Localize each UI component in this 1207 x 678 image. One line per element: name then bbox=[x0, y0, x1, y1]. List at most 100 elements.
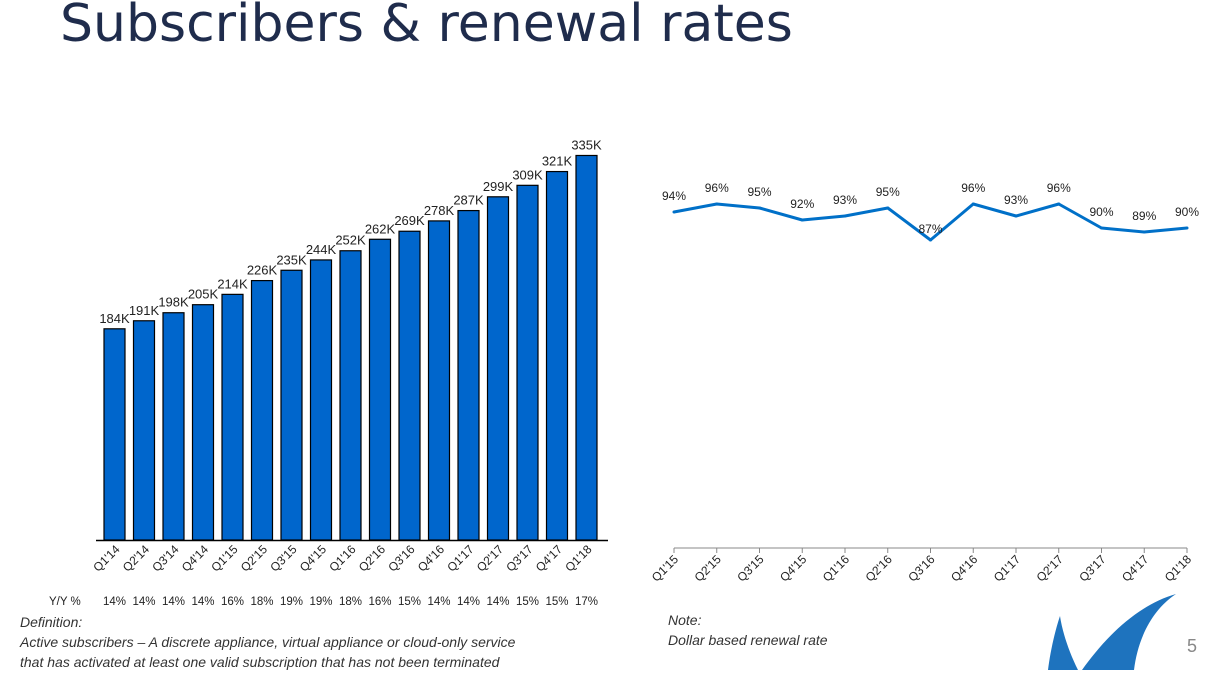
definition-heading: Definition: bbox=[20, 614, 83, 630]
yoy-value-12: 14% bbox=[457, 596, 480, 608]
bar-value-label-6: 235K bbox=[276, 252, 307, 267]
yoy-value-8: 18% bbox=[339, 596, 362, 608]
yoy-value-7: 19% bbox=[309, 596, 332, 608]
yoy-value-5: 18% bbox=[250, 596, 273, 608]
line-value-label-1: 96% bbox=[705, 181, 729, 195]
bar-1 bbox=[132, 320, 156, 541]
line-value-label-10: 90% bbox=[1089, 205, 1113, 219]
yoy-value-14: 15% bbox=[516, 596, 539, 608]
line-tick-label-1: Q2'15 bbox=[692, 552, 725, 585]
bar-value-label-16: 335K bbox=[571, 137, 602, 152]
yoy-value-15: 15% bbox=[545, 596, 568, 608]
definition-line-1: Active subscribers – A discrete applianc… bbox=[20, 634, 516, 650]
bar-value-label-5: 226K bbox=[247, 263, 278, 278]
bar-16 bbox=[575, 154, 598, 541]
bar-9 bbox=[368, 238, 392, 541]
bar-value-label-4: 214K bbox=[217, 276, 248, 291]
note-text: Dollar based renewal rate bbox=[668, 632, 828, 648]
bar-11 bbox=[427, 220, 451, 541]
bar-value-label-14: 309K bbox=[512, 167, 543, 182]
line-value-label-9: 96% bbox=[1047, 181, 1071, 195]
line-value-label-3: 92% bbox=[790, 197, 814, 211]
line-point-6 bbox=[929, 238, 932, 242]
bar-value-label-7: 244K bbox=[306, 242, 337, 257]
yoy-row-label: Y/Y % bbox=[49, 596, 81, 608]
line-point-8 bbox=[1014, 214, 1018, 218]
yoy-value-0: 14% bbox=[103, 596, 126, 608]
yoy-value-11: 14% bbox=[427, 596, 450, 608]
bar-13 bbox=[486, 196, 510, 541]
yoy-value-1: 14% bbox=[132, 596, 155, 608]
bar-3 bbox=[191, 304, 215, 541]
line-tick-label-9: Q2'17 bbox=[1034, 552, 1067, 585]
bar-7 bbox=[309, 259, 333, 541]
line-point-9 bbox=[1057, 202, 1061, 206]
bar-value-label-3: 205K bbox=[188, 287, 219, 302]
yoy-value-9: 16% bbox=[368, 596, 391, 608]
page-title: Subscribers & renewal rates bbox=[60, 0, 793, 54]
bar-12 bbox=[457, 209, 480, 541]
bar-4 bbox=[221, 293, 244, 541]
note-heading: Note: bbox=[668, 612, 702, 628]
bar-14 bbox=[516, 184, 539, 541]
line-value-label-2: 95% bbox=[747, 185, 771, 199]
line-point-10 bbox=[1100, 226, 1103, 230]
barracuda-fin-logo bbox=[1048, 594, 1176, 670]
line-tick-label-8: Q1'17 bbox=[991, 552, 1024, 585]
renewal-rate-line-chart: 94% Q1'15 96% Q2'15 95% Q3'15 92% Q4'15 93% Q1'16… bbox=[649, 181, 1199, 585]
bar-value-label-1: 191K bbox=[129, 303, 160, 318]
line-point-11 bbox=[1142, 230, 1146, 234]
yoy-value-10: 15% bbox=[398, 596, 421, 608]
page-number: 5 bbox=[1186, 636, 1197, 656]
yoy-value-13: 14% bbox=[486, 596, 509, 608]
line-value-label-0: 94% bbox=[662, 189, 686, 203]
bar-value-label-12: 287K bbox=[453, 193, 484, 208]
line-tick-label-0: Q1'15 bbox=[649, 552, 682, 585]
line-point-5 bbox=[886, 206, 890, 210]
bar-10 bbox=[398, 230, 421, 541]
line-point-3 bbox=[800, 218, 804, 222]
bar-value-label-2: 198K bbox=[158, 295, 189, 310]
bar-5 bbox=[250, 279, 274, 541]
bar-value-label-11: 278K bbox=[424, 203, 455, 218]
bar-value-label-0: 184K bbox=[99, 311, 130, 326]
line-value-label-8: 93% bbox=[1004, 193, 1028, 207]
yoy-value-4: 16% bbox=[221, 596, 244, 608]
bar-8 bbox=[339, 250, 362, 541]
bar-value-label-13: 299K bbox=[483, 179, 514, 194]
logo-fin-right bbox=[1082, 594, 1176, 670]
bar-value-label-9: 262K bbox=[365, 221, 396, 236]
bar-value-label-15: 321K bbox=[542, 154, 573, 169]
line-point-2 bbox=[758, 206, 761, 210]
bar-2 bbox=[162, 312, 185, 541]
line-tick-label-11: Q4'17 bbox=[1119, 552, 1152, 585]
line-value-label-4: 93% bbox=[833, 193, 857, 207]
line-tick-label-12: Q1'18 bbox=[1162, 552, 1195, 585]
bar-15 bbox=[545, 170, 569, 541]
bar-0 bbox=[103, 328, 126, 541]
definition-line-2: that has activated at least one valid su… bbox=[20, 654, 500, 670]
line-tick-label-5: Q2'16 bbox=[863, 552, 896, 585]
line-point-12 bbox=[1185, 226, 1189, 230]
bar-value-label-10: 269K bbox=[394, 213, 425, 228]
line-point-0 bbox=[672, 210, 676, 214]
line-tick-label-2: Q3'15 bbox=[734, 552, 767, 585]
bar-6 bbox=[280, 269, 303, 541]
bar-value-label-8: 252K bbox=[335, 233, 366, 248]
yoy-value-3: 14% bbox=[191, 596, 214, 608]
yoy-value-16: 17% bbox=[575, 596, 598, 608]
line-tick-label-6: Q3'16 bbox=[905, 552, 938, 585]
line-point-7 bbox=[971, 202, 975, 206]
line-value-label-5: 95% bbox=[876, 185, 900, 199]
line-tick-label-3: Q4'15 bbox=[777, 552, 810, 585]
line-tick-label-4: Q1'16 bbox=[820, 552, 853, 585]
line-value-label-7: 96% bbox=[961, 181, 985, 195]
line-point-1 bbox=[715, 202, 719, 206]
subscribers-bar-chart: 184KQ1'1414%191KQ2'1414%198KQ3'1414%205K… bbox=[49, 137, 608, 608]
renewal-note: Note: Dollar based renewal rate bbox=[668, 610, 828, 650]
line-value-label-6: 87% bbox=[918, 222, 942, 236]
line-tick-label-7: Q4'16 bbox=[948, 552, 981, 585]
logo-fin-left bbox=[1048, 616, 1078, 670]
line-value-label-12: 90% bbox=[1175, 205, 1199, 219]
line-point-4 bbox=[843, 214, 847, 218]
